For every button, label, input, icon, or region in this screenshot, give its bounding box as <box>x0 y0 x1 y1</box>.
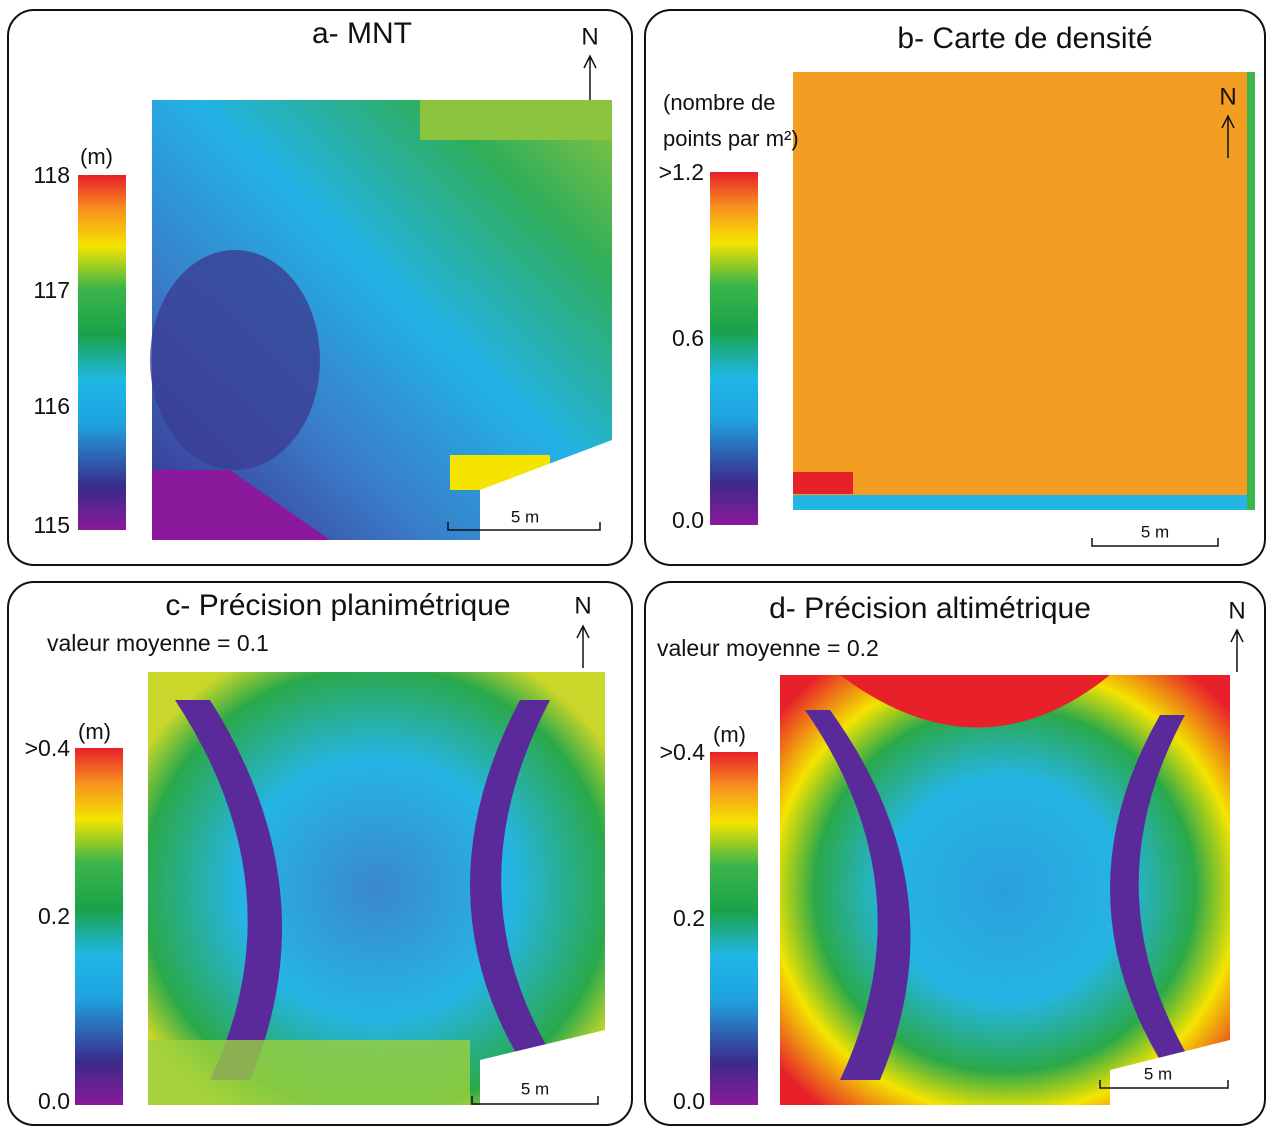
unit-label: (m) <box>713 722 746 747</box>
panel-title: d- Précision altimétrique <box>769 592 1091 625</box>
color-bar <box>710 172 758 525</box>
tick-label: 0.0 <box>672 507 704 533</box>
unit-label: points par m²) <box>663 126 799 151</box>
tick-label: 0.0 <box>38 1088 70 1114</box>
map-raster <box>148 672 605 1105</box>
color-bar <box>75 748 123 1105</box>
unit-label: (m) <box>78 719 111 744</box>
unit-label: (nombre de <box>663 90 776 115</box>
north-label: N <box>581 23 598 50</box>
scale-label: 5 m <box>511 507 539 526</box>
panel-title: a- MNT <box>312 17 412 50</box>
map-raster <box>780 675 1230 1105</box>
scale-label: 5 m <box>1141 522 1169 541</box>
panel-title: c- Précision planimétrique <box>165 589 510 622</box>
tick-label: 118 <box>33 162 70 188</box>
north-label: N <box>1219 83 1236 110</box>
north-label: N <box>574 592 591 619</box>
panel-subtitle: valeur moyenne = 0.2 <box>657 635 879 661</box>
tick-label: 117 <box>33 277 70 303</box>
tick-label: >1.2 <box>659 159 704 185</box>
unit-label: (m) <box>80 144 113 169</box>
tick-label: 0.0 <box>673 1088 705 1114</box>
color-bar <box>710 752 758 1105</box>
map-raster <box>150 100 612 540</box>
panel-subtitle: valeur moyenne = 0.1 <box>47 630 269 656</box>
color-bar <box>78 175 126 530</box>
tick-label: 0.2 <box>673 905 705 931</box>
scale-label: 5 m <box>1144 1064 1172 1083</box>
tick-label: >0.4 <box>25 735 71 761</box>
tick-label: >0.4 <box>660 739 706 765</box>
tick-label: 0.2 <box>38 903 70 929</box>
figure: a- MNT (m) 118 117 116 115 5 m N b- Cart… <box>0 0 1270 1129</box>
north-label: N <box>1228 597 1245 624</box>
map-raster <box>793 72 1255 510</box>
tick-label: 115 <box>33 512 70 538</box>
panel-title: b- Carte de densité <box>897 22 1152 55</box>
scale-label: 5 m <box>521 1079 549 1098</box>
tick-label: 0.6 <box>672 325 704 351</box>
tick-label: 116 <box>33 393 70 419</box>
